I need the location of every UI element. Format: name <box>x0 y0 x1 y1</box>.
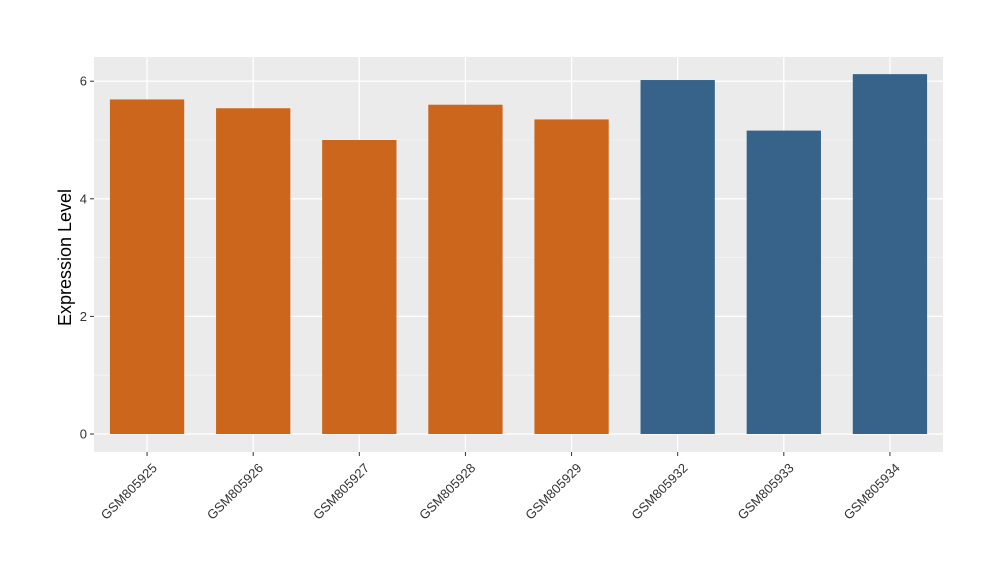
y-tick-label: 6 <box>80 74 87 89</box>
y-axis-title: Expression Level <box>55 189 75 326</box>
x-tick-label: GSM805932 <box>628 460 690 522</box>
bar-GSM805928 <box>428 104 503 434</box>
bar-GSM805926 <box>216 108 291 435</box>
x-tick-label: GSM805927 <box>310 460 372 522</box>
bar-GSM805932 <box>640 80 715 435</box>
x-tick-label: GSM805925 <box>98 460 160 522</box>
bar-GSM805925 <box>109 99 185 434</box>
bar-GSM805933 <box>746 130 821 435</box>
bar-GSM805927 <box>322 140 397 434</box>
x-tick-label: GSM805929 <box>522 460 584 522</box>
bars <box>109 74 928 435</box>
x-tick-label: GSM805928 <box>416 460 478 522</box>
y-tick-label: 4 <box>80 191 87 206</box>
y-axis: 0 2 4 6 <box>80 74 94 442</box>
y-tick-label: 0 <box>80 427 87 442</box>
x-axis: GSM805925 GSM805926 GSM805927 GSM805928 GSM8… <box>98 452 903 523</box>
bar-GSM805929 <box>534 119 609 435</box>
x-tick-label: GSM805926 <box>204 460 266 522</box>
y-tick-label: 2 <box>80 309 87 324</box>
x-tick-label: GSM805933 <box>734 460 796 522</box>
bar-GSM805934 <box>852 74 928 435</box>
x-tick-label: GSM805934 <box>841 460 903 522</box>
